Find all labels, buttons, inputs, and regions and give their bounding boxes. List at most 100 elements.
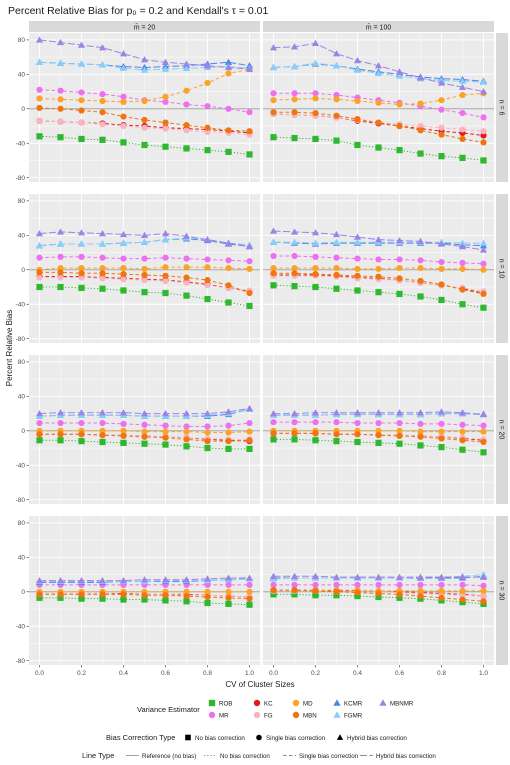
data-point	[204, 277, 211, 284]
data-point	[354, 589, 361, 596]
data-point	[458, 573, 467, 580]
data-point	[99, 254, 106, 261]
data-point	[311, 572, 320, 579]
data-point	[375, 439, 382, 446]
data-point	[312, 587, 319, 595]
data-point	[56, 577, 65, 584]
data-point	[291, 586, 298, 594]
data-point	[57, 419, 64, 427]
data-point	[99, 109, 106, 116]
data-point	[99, 136, 106, 143]
data-point	[246, 151, 253, 158]
legend-title-bias: Bias Correction Type	[106, 733, 175, 742]
data-point	[417, 127, 424, 134]
data-point	[311, 409, 320, 416]
data-point	[57, 431, 64, 438]
data-point	[78, 419, 85, 427]
data-point	[333, 419, 340, 426]
legend-label: Hybrid bias correction	[376, 753, 436, 760]
data-point	[245, 242, 254, 250]
x-tick-label: 0.4	[119, 670, 128, 677]
data-point	[333, 264, 340, 272]
data-point	[162, 597, 169, 604]
series-rob	[36, 133, 253, 158]
legend-item-rob: ROB	[208, 699, 232, 707]
series-mbn	[270, 430, 487, 446]
legend-title-line: Line Type	[82, 751, 114, 760]
data-point	[416, 237, 425, 245]
data-point	[459, 265, 466, 273]
data-point	[162, 289, 169, 297]
data-point	[57, 87, 64, 94]
legend-item-mbnmr: MBNMR	[379, 699, 414, 707]
series-line	[39, 107, 250, 132]
legend-label: KCMR	[344, 700, 363, 707]
data-point	[291, 96, 298, 103]
data-point	[291, 134, 298, 142]
y-tick-label: -80	[16, 658, 26, 665]
data-point	[77, 60, 86, 67]
data-point	[353, 409, 362, 416]
data-point	[396, 440, 403, 447]
data-point	[162, 441, 169, 448]
legend-item-kcmr: KCMR	[333, 699, 363, 707]
legend-label: Single bias correction	[266, 735, 326, 742]
data-point	[162, 93, 169, 100]
data-point	[161, 58, 170, 65]
panel	[263, 194, 494, 343]
data-point	[246, 302, 253, 310]
data-point	[35, 242, 44, 249]
data-point	[204, 282, 211, 289]
series-md	[36, 264, 253, 273]
y-tick-label: 0	[21, 106, 25, 113]
data-point	[161, 236, 170, 243]
legend-marker	[208, 711, 216, 719]
data-point	[77, 41, 86, 48]
data-point	[459, 587, 466, 595]
data-point	[333, 254, 340, 261]
data-point	[291, 109, 298, 116]
data-point	[162, 422, 169, 429]
y-tick-label: 80	[18, 520, 26, 527]
data-point	[333, 96, 340, 103]
data-point	[333, 137, 340, 144]
data-point	[141, 289, 148, 296]
data-point	[246, 109, 253, 116]
data-point	[224, 408, 233, 415]
data-point	[161, 65, 170, 72]
data-point	[36, 274, 43, 281]
legend-marker	[292, 699, 300, 707]
data-point	[270, 436, 277, 443]
series-mbnmr	[269, 408, 488, 418]
series-mbnmr	[269, 227, 488, 253]
data-point	[246, 581, 253, 589]
data-point	[141, 421, 148, 428]
data-point	[141, 97, 148, 105]
data-point	[225, 581, 232, 589]
data-point	[78, 438, 85, 445]
data-point	[140, 576, 149, 583]
panel: 0.0 0.2 0.4 0.6 0.8 1.0	[263, 516, 494, 677]
data-point	[332, 409, 341, 416]
legend: Variance Estimator ROB KC MD KCMR MBNMR MR FG MB…	[82, 699, 436, 760]
data-point	[183, 588, 190, 595]
data-point	[246, 445, 253, 452]
data-point	[374, 62, 383, 69]
data-point	[417, 293, 424, 300]
data-point	[35, 58, 44, 65]
data-point	[78, 89, 85, 96]
data-point	[161, 576, 170, 583]
data-point	[459, 109, 466, 117]
data-point	[270, 109, 277, 116]
series-mbn	[270, 109, 487, 146]
data-point	[183, 255, 190, 262]
data-point	[332, 62, 341, 69]
data-point	[225, 148, 232, 155]
data-point	[417, 257, 424, 264]
data-point	[269, 44, 278, 51]
legend-marker	[379, 699, 387, 706]
data-point	[246, 128, 253, 135]
panel	[263, 355, 494, 504]
data-point	[480, 582, 487, 589]
data-point	[333, 592, 340, 599]
